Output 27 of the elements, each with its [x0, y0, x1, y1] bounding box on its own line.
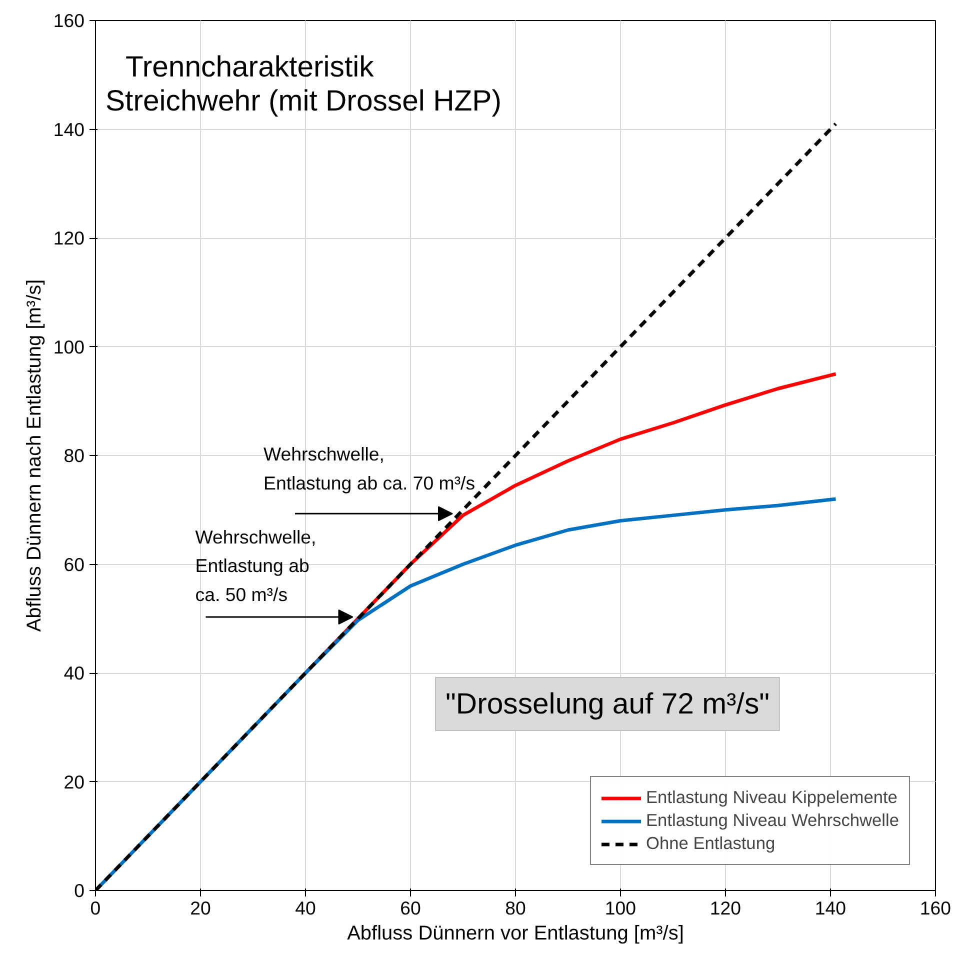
annotation: Wehrschwelle, Entlastung ab ca. 50 m³/s	[195, 526, 316, 606]
y-tick-label: 100	[53, 336, 85, 358]
y-tick-label: 40	[64, 662, 85, 684]
y-tick-label: 160	[53, 10, 85, 31]
x-tick-label: 0	[90, 898, 101, 918]
annotation: "Drosselung auf 72 m³/s"	[446, 688, 770, 720]
x-tick-label: 140	[814, 898, 846, 918]
y-axis-title: Abfluss Dünnern nach Entlastung [m³/s]	[23, 279, 46, 632]
legend-label: Entlastung Niveau Wehrschwelle	[646, 810, 899, 831]
y-tick-label: 60	[64, 554, 85, 575]
x-tick-label: 20	[190, 898, 211, 918]
x-tick-label: 160	[920, 898, 952, 918]
y-tick-label: 20	[64, 771, 85, 792]
legend-label: Ohne Entlastung	[646, 833, 776, 854]
x-tick-label: 100	[604, 898, 636, 918]
legend-label: Entlastung Niveau Kippelemente	[646, 787, 898, 808]
x-tick-label: 120	[710, 898, 742, 918]
text: Trenncharakteristik Streichwehr (mit Drossel HZP)	[106, 50, 502, 118]
annotation: Wehrschwelle, Entlastung ab ca. 70 m³/s	[264, 444, 476, 494]
x-tick-label: 80	[505, 898, 526, 918]
x-tick-label: 60	[400, 898, 421, 918]
x-tick-label: 40	[295, 898, 316, 918]
x-axis-title: Abfluss Dünnern vor Entlastung [m³/s]	[347, 922, 684, 944]
y-tick-label: 0	[74, 880, 85, 901]
y-tick-label: 140	[53, 118, 85, 140]
y-tick-label: 120	[53, 228, 85, 248]
y-tick-label: 80	[64, 445, 85, 466]
